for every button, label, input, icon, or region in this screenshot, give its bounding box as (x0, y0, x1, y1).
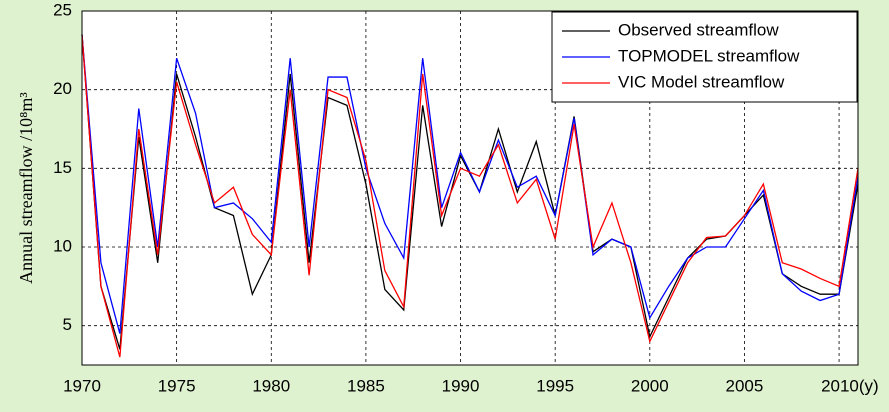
x-tick-label: 1975 (158, 376, 196, 395)
x-tick-label: 2010(y) (821, 376, 879, 395)
series-line (81, 34, 859, 358)
y-axis-label: Annual streamflow /10⁸m³ (16, 92, 36, 284)
x-tick-label: 1985 (347, 376, 385, 395)
x-tick-label: 1995 (536, 376, 574, 395)
legend-label: Observed streamflow (618, 20, 779, 39)
y-tick-label: 15 (53, 158, 72, 177)
plot-frame (81, 10, 859, 366)
y-tick-label: 25 (53, 0, 72, 19)
legend-label: VIC Model streamflow (618, 72, 785, 91)
x-tick-label: 2005 (726, 376, 764, 395)
x-tick-label: 1970 (63, 376, 101, 395)
legend-label: TOPMODEL streamflow (618, 46, 800, 65)
x-tick-label: 2000 (631, 376, 669, 395)
y-tick-label: 10 (53, 236, 72, 255)
x-tick-label: 1990 (442, 376, 480, 395)
y-tick-label: 5 (63, 315, 72, 334)
x-tick-label: 1980 (252, 376, 290, 395)
y-tick-label: 20 (53, 79, 72, 98)
